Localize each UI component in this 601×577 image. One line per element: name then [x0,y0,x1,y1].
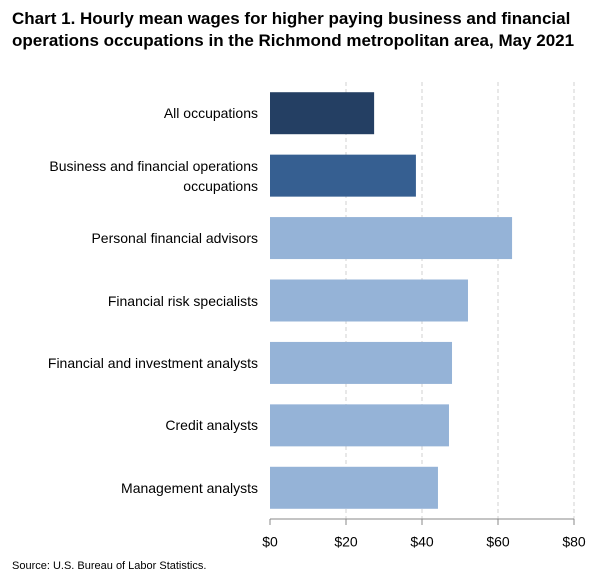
bar [270,279,468,322]
x-tick-label: $0 [262,534,278,550]
bar [270,92,375,135]
y-tick-label: Management analysts [121,479,258,496]
y-tick-label: Credit analysts [165,417,258,434]
x-tick-label: $80 [562,534,586,550]
x-tick-label: $40 [410,534,434,550]
y-tick-label: Personal financial advisors [91,230,258,247]
bar [270,154,416,197]
bar [270,466,438,509]
x-tick-label: $20 [334,534,358,550]
x-tick-label: $60 [486,534,510,550]
y-tick-label: Business and financial operations occupa… [49,157,258,194]
bar [270,217,513,260]
y-tick-label: Financial and investment analysts [47,354,258,371]
bar [270,404,449,447]
chart-title: Chart 1. Hourly mean wages for higher pa… [12,9,575,50]
source-note: Source: U.S. Bureau of Labor Statistics. [12,560,207,572]
y-tick-label: Financial risk specialists [107,292,258,309]
bar [270,341,453,384]
y-tick-label: All occupations [163,105,258,122]
